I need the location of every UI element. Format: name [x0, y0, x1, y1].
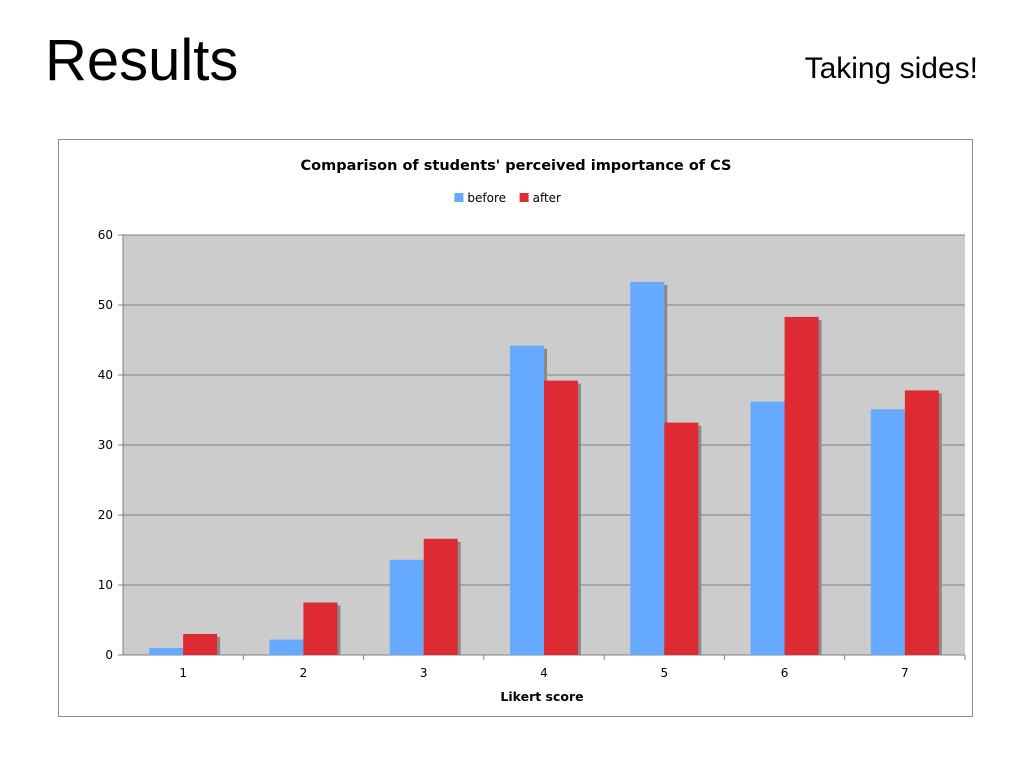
bar-before [870, 409, 905, 655]
bar-before [750, 401, 785, 655]
bar-before [389, 559, 424, 655]
x-tick-label: 4 [540, 666, 548, 680]
chart-title: Comparison of students' perceived import… [301, 158, 732, 174]
slide-title: Results [45, 28, 239, 93]
y-tick-label: 60 [98, 228, 113, 242]
bar-before [149, 648, 184, 655]
plot-area: 0 10 20 30 40 50 60 1 2 3 4 5 6 7 [98, 228, 966, 680]
bar-before [630, 281, 665, 655]
x-tick-label: 1 [179, 666, 187, 680]
x-tick-label: 3 [420, 666, 428, 680]
bar-after [664, 422, 699, 655]
bar-after [784, 316, 819, 655]
legend-swatch-before [454, 193, 464, 202]
x-axis-label: Likert score [500, 689, 583, 704]
chart-frame: Comparison of students' perceived import… [58, 139, 973, 717]
bar-after [183, 634, 218, 655]
bar-after [544, 380, 578, 655]
bar-chart: Comparison of students' perceived import… [98, 158, 966, 704]
y-tick-label: 10 [98, 578, 113, 592]
x-tick-label: 2 [300, 666, 308, 680]
legend-label-before: before [467, 191, 506, 205]
y-tick-label: 30 [98, 438, 113, 452]
bar-after [423, 538, 458, 655]
x-tick-label: 7 [901, 666, 909, 680]
x-tick-label: 5 [660, 666, 668, 680]
bar-after [303, 602, 338, 655]
y-tick-label: 50 [98, 298, 113, 312]
bar-before [269, 639, 304, 655]
legend-label-after: after [533, 191, 561, 205]
y-tick-label: 0 [105, 648, 113, 662]
bar-before [510, 345, 544, 655]
slide-subtitle: Taking sides! [804, 52, 978, 85]
legend-swatch-after [519, 193, 529, 202]
y-tick-label: 40 [98, 368, 113, 382]
chart-legend: before after [454, 191, 561, 205]
bar-after [904, 390, 939, 655]
x-tick-label: 6 [781, 666, 789, 680]
y-tick-label: 20 [98, 508, 113, 522]
